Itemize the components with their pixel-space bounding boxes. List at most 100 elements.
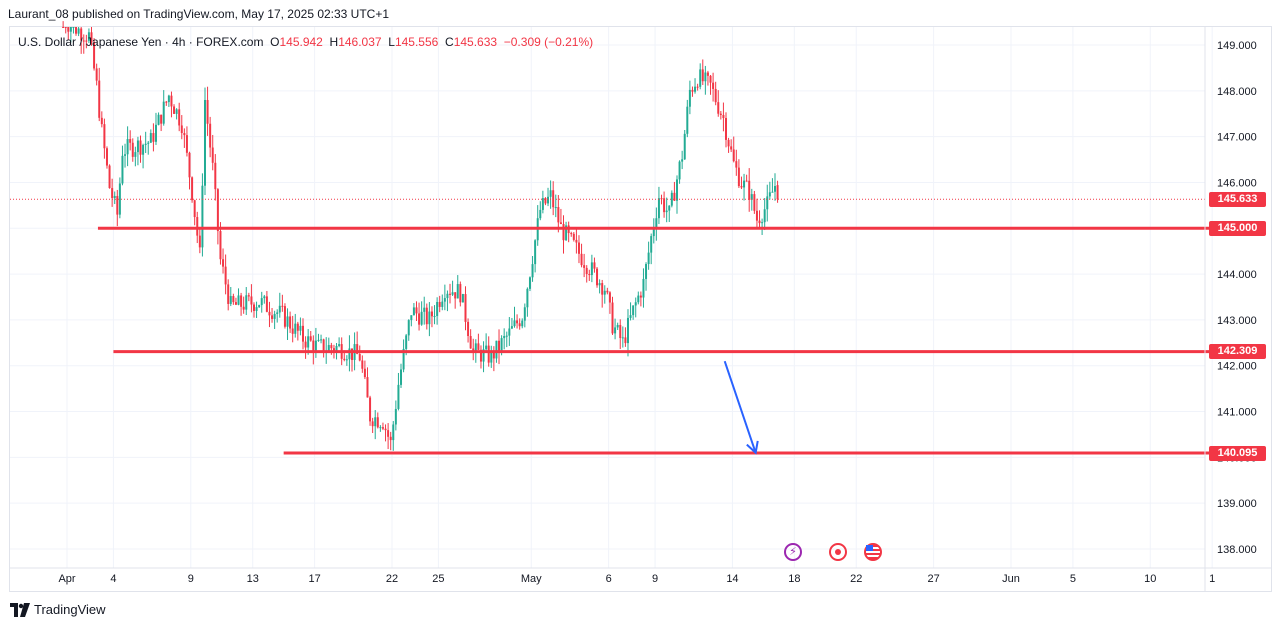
x-tick-label: 4 xyxy=(110,573,116,585)
candle-body xyxy=(72,27,75,28)
candle-body xyxy=(699,69,702,87)
candle-body xyxy=(768,192,771,197)
candle-body xyxy=(611,302,614,334)
candle-body xyxy=(296,323,299,331)
candle-body xyxy=(572,233,575,240)
candle-body xyxy=(338,344,341,346)
candle-body xyxy=(237,295,240,305)
us-flag-event-icon[interactable] xyxy=(864,543,882,561)
candle-body xyxy=(227,284,230,304)
candle-body xyxy=(652,227,655,237)
publisher-line: Laurant_08 published on TradingView.com,… xyxy=(8,7,390,21)
candle-body xyxy=(472,348,475,351)
candle-body xyxy=(461,294,464,303)
candle-body xyxy=(278,305,281,313)
candle-body xyxy=(549,190,552,197)
level-layer xyxy=(10,198,1259,455)
candle-body xyxy=(430,311,433,317)
candle-body xyxy=(343,358,346,360)
x-tick-label: 1 xyxy=(1209,573,1215,585)
candle-body xyxy=(663,198,666,213)
lightning-event-icon[interactable]: ⚡ xyxy=(784,543,802,561)
y-tick-label: 147.000 xyxy=(1217,132,1257,144)
candle-body xyxy=(479,349,482,362)
candle-body xyxy=(614,327,617,334)
candle-body xyxy=(758,220,761,224)
candle-body xyxy=(655,218,658,228)
candle-body xyxy=(173,106,176,114)
candle-body xyxy=(441,301,444,307)
candle-body xyxy=(108,165,111,189)
candle-body xyxy=(193,200,196,218)
candle-body xyxy=(565,225,568,241)
open-value: 145.942 xyxy=(279,35,323,49)
candle-body xyxy=(144,143,147,145)
candle-body xyxy=(255,307,258,311)
y-tick-label: 149.000 xyxy=(1217,40,1257,52)
candle-body xyxy=(774,186,776,192)
candle-body xyxy=(273,313,276,319)
candle-body xyxy=(547,196,550,204)
candle-body xyxy=(131,142,134,157)
candle-body xyxy=(356,344,359,354)
candle-body xyxy=(503,335,506,339)
candle-body xyxy=(250,296,253,305)
candle-body xyxy=(387,430,390,437)
record-event-icon[interactable] xyxy=(829,543,847,561)
footer: TradingView xyxy=(10,602,106,617)
candle-body xyxy=(405,335,408,349)
candle-body xyxy=(523,307,526,321)
tradingview-brand: TradingView xyxy=(34,602,106,617)
candle-body xyxy=(552,190,555,208)
symbol-line: U.S. Dollar / Japanese Yen · 4h · FOREX.… xyxy=(18,35,264,49)
candle-body xyxy=(291,328,294,334)
candle-body xyxy=(85,40,88,42)
level-price-tag: 142.309 xyxy=(1209,344,1266,360)
candle-body xyxy=(706,72,709,76)
candle-body xyxy=(570,233,573,235)
candle-body xyxy=(492,350,495,359)
high-value: 146.037 xyxy=(338,35,382,49)
candle-body xyxy=(93,42,96,69)
candle-body xyxy=(531,264,534,278)
trend-arrow-line[interactable] xyxy=(723,360,757,454)
candle-body xyxy=(642,278,645,298)
candle-body xyxy=(129,139,132,143)
high-label: H xyxy=(329,35,339,49)
x-tick-label: 5 xyxy=(1070,573,1076,585)
candle-body xyxy=(539,209,542,219)
candle-body xyxy=(598,283,601,286)
x-tick-label: 18 xyxy=(788,573,800,585)
x-tick-label: 17 xyxy=(308,573,320,585)
y-tick-label: 138.000 xyxy=(1217,544,1257,556)
candle-body xyxy=(639,295,642,298)
candle-body xyxy=(632,305,635,316)
candle-body xyxy=(477,343,480,350)
candle-body xyxy=(467,321,470,337)
candle-body xyxy=(626,317,629,344)
candle-body xyxy=(402,348,405,370)
candle-body xyxy=(694,86,697,92)
candle-body xyxy=(485,345,488,350)
candle-body xyxy=(157,114,160,125)
candle-body xyxy=(624,337,627,344)
candle-body xyxy=(371,421,374,427)
candle-body xyxy=(322,339,325,353)
tradingview-logo-icon xyxy=(10,602,30,617)
candle-body xyxy=(712,82,715,89)
candle-body xyxy=(469,336,472,349)
candle-body xyxy=(637,295,640,303)
candle-body xyxy=(701,69,704,82)
candle-body xyxy=(544,198,547,204)
candle-layer xyxy=(62,21,779,451)
candle-body xyxy=(229,296,232,304)
x-tick-label: 22 xyxy=(850,573,862,585)
candle-body xyxy=(64,27,67,28)
candle-body xyxy=(737,167,740,187)
candle-body xyxy=(162,101,165,124)
candle-body xyxy=(294,323,297,334)
candle-body xyxy=(335,345,338,352)
candle-body xyxy=(312,340,315,352)
y-tick-label: 144.000 xyxy=(1217,269,1257,281)
